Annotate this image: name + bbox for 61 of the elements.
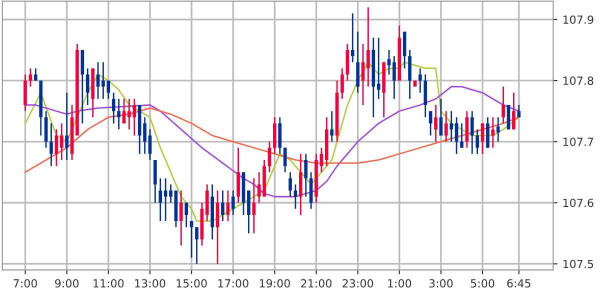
candlestick <box>366 6 370 88</box>
candlestick <box>496 116 500 142</box>
x-tick-label: 11:00 <box>94 279 124 288</box>
candlestick <box>54 128 58 167</box>
x-tick-label: 7:00 <box>14 279 37 288</box>
candlestick <box>350 12 354 63</box>
x-tick-label: 23:00 <box>342 279 374 288</box>
candlestick <box>117 98 120 130</box>
x-tick-label: 19:00 <box>260 279 290 288</box>
x-tick-label: 1:00 <box>388 279 412 288</box>
candlestick <box>428 110 432 136</box>
candlestick <box>169 184 172 204</box>
candlestick <box>50 122 53 167</box>
candlestick <box>361 43 365 106</box>
x-tick-label: 6:45 <box>507 279 530 288</box>
candlestick <box>179 190 183 246</box>
x-tick-label: 21:00 <box>301 279 332 288</box>
candlestick <box>376 37 380 100</box>
candlestick <box>65 92 68 161</box>
candlestick <box>418 68 422 94</box>
candlestick <box>60 122 64 161</box>
candlestick <box>439 98 443 136</box>
candlestick <box>195 226 198 265</box>
candlestick <box>450 110 454 142</box>
candlestick <box>444 110 448 142</box>
candlestick <box>226 190 230 222</box>
candlestick <box>148 128 152 161</box>
candlestick <box>288 171 292 198</box>
candlestick <box>221 190 224 222</box>
candlestick <box>252 178 256 234</box>
x-tick-label: 17:00 <box>218 279 248 288</box>
candlestick <box>517 104 521 118</box>
candlestick <box>392 55 396 100</box>
candlestick <box>304 153 308 198</box>
candlestick <box>143 116 146 155</box>
candlestick <box>231 190 235 216</box>
x-tick-label: 13:00 <box>135 279 166 288</box>
y-tick-label: 107.6 <box>563 198 594 208</box>
candlestick <box>158 178 162 222</box>
x-tick-label: 5:00 <box>470 279 494 288</box>
candlestick <box>387 49 391 76</box>
candlestick <box>112 92 116 124</box>
candlestick <box>476 128 479 155</box>
y-tick-label: 107.9 <box>563 15 594 24</box>
x-tick-label: 15:00 <box>176 279 207 288</box>
candlestick <box>460 122 464 148</box>
candlestick <box>184 202 188 228</box>
y-tick-label: 107.7 <box>563 138 594 146</box>
candlestick <box>512 92 516 130</box>
candlestick <box>86 68 90 106</box>
candlestick <box>340 68 344 100</box>
y-tick-label: 107.8 <box>563 76 594 85</box>
candlestick <box>330 110 334 142</box>
x-tick-label: 3:00 <box>429 279 453 288</box>
y-tick-label: 107.5 <box>563 260 594 268</box>
candlestick <box>122 98 126 124</box>
candlestick <box>502 86 505 124</box>
x-tick-label: 9:00 <box>55 279 79 288</box>
candlestick <box>434 104 438 142</box>
candlestick <box>470 110 474 155</box>
candlestick <box>34 68 38 82</box>
